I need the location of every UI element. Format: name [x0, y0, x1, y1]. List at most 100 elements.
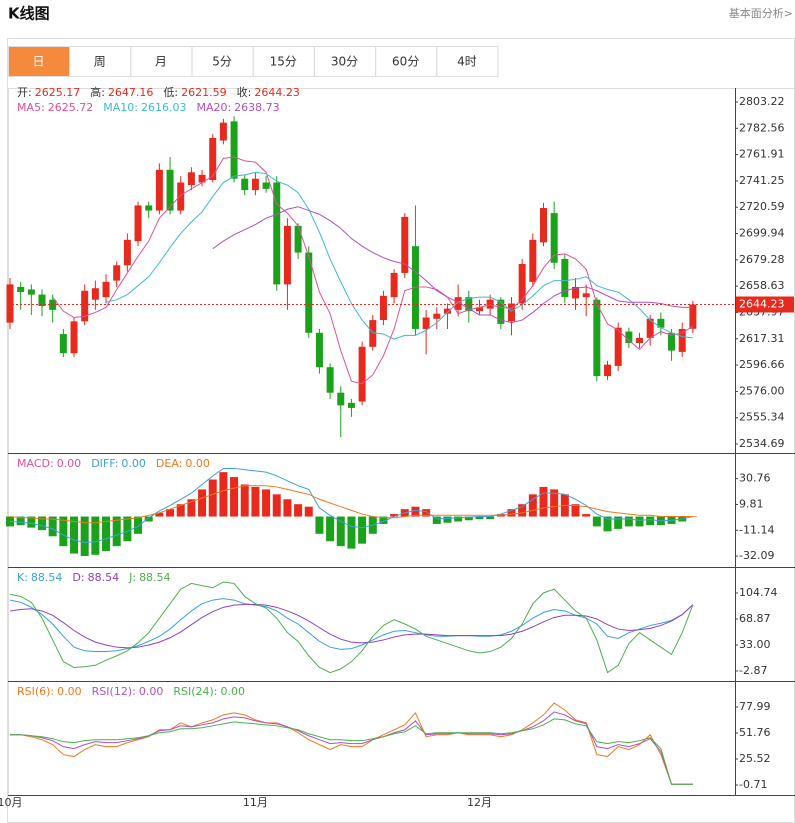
macd-bar: [70, 516, 79, 554]
candle-body: [646, 318, 654, 338]
macd-bar: [475, 516, 484, 520]
candle-body: [70, 321, 78, 354]
candle-body: [486, 299, 494, 309]
macd-bar: [219, 472, 228, 517]
tab[interactable]: [314, 46, 376, 77]
y-tick-label: 68.87: [739, 612, 771, 625]
candle-body: [27, 289, 35, 295]
macd-bar: [112, 516, 121, 547]
candle-body: [582, 293, 590, 298]
y-tick-label: 2596.66: [739, 358, 785, 371]
candle-body: [209, 137, 217, 180]
candle-body: [262, 182, 270, 189]
legend: MACD: 0.00 DIFF: 0.00 DEA: 0.00: [17, 457, 210, 470]
candle-body: [241, 178, 249, 191]
candle-body: [497, 299, 505, 324]
macd-bar: [6, 516, 14, 527]
y-tick-label: 2534.69: [739, 437, 785, 450]
tab[interactable]: [252, 46, 315, 77]
legend-label: RSI(6):: [17, 685, 54, 698]
tab-label[interactable]: 30分: [331, 55, 358, 69]
candle-body: [198, 174, 206, 183]
macd-bar: [358, 516, 367, 544]
legend-value: 88.54: [139, 571, 171, 584]
macd-bar: [603, 516, 612, 532]
tab-label[interactable]: 15分: [270, 55, 297, 69]
legend: RSI(6): 0.00 RSI(12): 0.00 RSI(24): 0.00: [17, 685, 245, 698]
legend-value: 2644.23: [254, 86, 300, 99]
y-tick-label: -11.14: [739, 523, 774, 536]
macd-bar: [443, 516, 452, 523]
macd-bar: [166, 509, 175, 517]
y-tick-label: -0.71: [739, 778, 767, 791]
legend-value: 88.54: [88, 571, 120, 584]
candle-body: [251, 178, 259, 191]
tab-label[interactable]: 4时: [457, 55, 477, 69]
tab[interactable]: [436, 46, 499, 77]
y-tick-label: 2803.22: [739, 95, 785, 108]
legend-label: DEA:: [156, 457, 182, 470]
macd-bar: [240, 484, 249, 517]
tab-label[interactable]: 月: [155, 55, 167, 69]
indicator-line: [10, 702, 693, 785]
candle-body: [657, 318, 665, 328]
tab-bar: 日 周 月 5分 15分 30分 60分 4时: [8, 46, 499, 77]
y-tick-label: 104.74: [739, 586, 778, 599]
candle-body: [454, 297, 462, 310]
candle-body: [358, 346, 366, 402]
legend-label: DIFF:: [91, 457, 118, 470]
candle-body: [540, 207, 547, 243]
candle-body: [668, 332, 676, 351]
y-tick-label: 30.76: [739, 472, 771, 485]
legend: MA5: 2625.72 MA10: 2616.03 MA20: 2638.73: [17, 101, 280, 114]
tab[interactable]: [8, 46, 70, 77]
tab-label[interactable]: 日: [32, 55, 44, 69]
tab[interactable]: [130, 46, 193, 77]
candle-body: [550, 213, 558, 263]
tab-label[interactable]: 5分: [212, 55, 232, 69]
macd-bar: [251, 486, 260, 517]
y-tick-label: 2555.34: [739, 411, 785, 424]
candle-body: [636, 337, 644, 343]
tab[interactable]: [69, 46, 132, 77]
macd-bar: [38, 516, 47, 531]
x-tick-label: 11月: [243, 796, 268, 809]
last-price-label: 2644.23: [739, 297, 785, 310]
indicator-line: [9, 598, 694, 653]
macd-bar: [592, 516, 601, 527]
legend-value: 2616.03: [141, 101, 187, 114]
candle-body: [411, 246, 419, 329]
legend: 开: 2625.17 高: 2647.16 低: 2621.59 收: 2644.23: [17, 85, 300, 99]
fundamental-link[interactable]: 基本面分析>: [729, 6, 793, 20]
candle-body: [102, 281, 110, 298]
candle-body: [443, 308, 451, 314]
candle-body: [326, 367, 334, 393]
candle-body: [507, 303, 515, 322]
candle-body: [572, 286, 580, 299]
candle-body: [59, 334, 67, 354]
macd-bar: [144, 516, 153, 522]
macd-bar: [422, 509, 431, 517]
y-tick-label: 2761.91: [739, 148, 785, 161]
candle-body: [305, 252, 313, 333]
legend-value: 0.00: [57, 685, 82, 698]
tab[interactable]: [375, 46, 438, 77]
indicator-line: [9, 467, 693, 543]
macd-bar: [16, 516, 25, 526]
tab-label[interactable]: 60分: [392, 55, 419, 69]
y-tick-label: 2741.25: [739, 174, 785, 187]
legend-label: D:: [72, 571, 84, 584]
x-tick-label: 12月: [467, 796, 492, 809]
legend-value: 88.54: [31, 571, 63, 584]
candle-body: [81, 290, 89, 322]
y-tick-label: 33.00: [739, 638, 771, 651]
candle-body: [518, 264, 526, 304]
macd-bar: [550, 489, 559, 517]
macd-bar: [59, 516, 68, 547]
legend-value: 2621.59: [181, 86, 227, 99]
candle-body: [166, 169, 174, 211]
candle-body: [315, 332, 323, 368]
tab-label[interactable]: 周: [94, 55, 106, 69]
candle-body: [689, 304, 697, 329]
y-tick-label: 2658.63: [739, 279, 785, 292]
